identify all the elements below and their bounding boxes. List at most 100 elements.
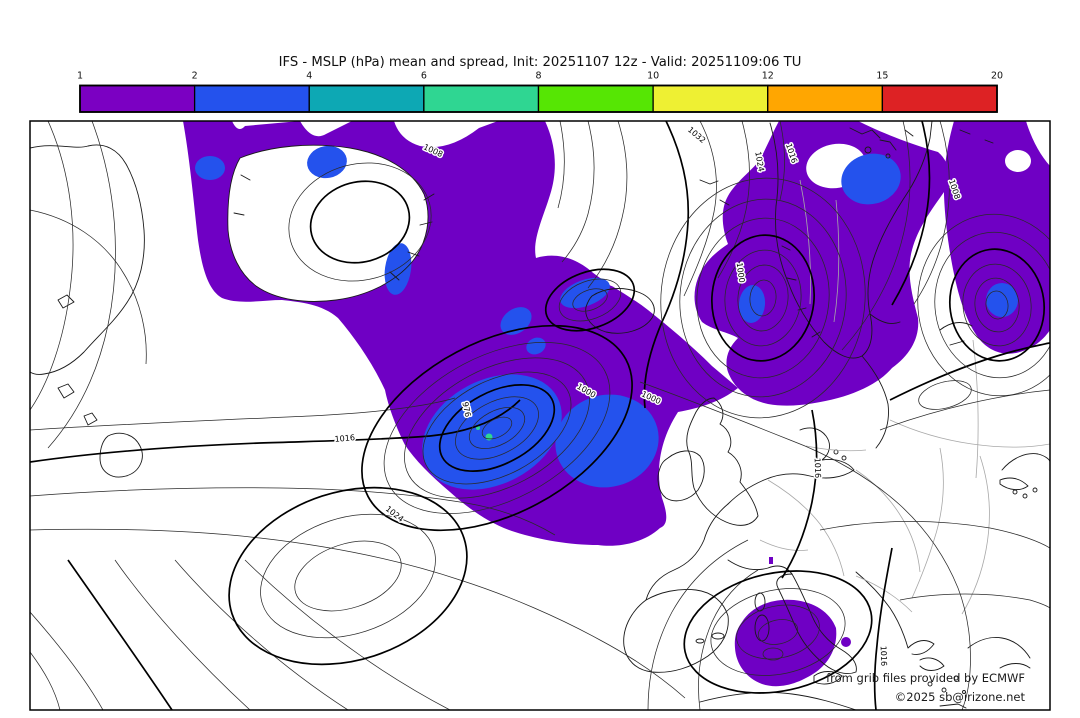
coastline [849,127,994,151]
contour-label-1016: 1016 [879,646,889,667]
country-border [799,179,840,323]
coastline [727,427,855,505]
coastline [962,690,966,694]
country-borders [759,179,1050,615]
isobar-ring [711,234,815,362]
colorbar-tick-4: 4 [306,71,312,82]
country-border [961,455,990,615]
coastline [227,144,429,302]
colorbar-segment-8-10 [537,84,654,113]
spread-region-2-4 [307,145,347,179]
coastline [999,453,1050,491]
isobar-ring [481,416,513,440]
coastline [953,675,959,681]
coastline [967,637,1031,669]
isobar-line [244,559,451,710]
isobar-ring [288,162,432,282]
isobar-ring [962,263,1032,347]
isobar-line [30,399,521,463]
spread-region-2-4 [560,277,610,309]
colorbar-segment-4-6 [308,84,425,113]
coastline [864,146,872,154]
isobar-line [67,559,173,710]
isobar-ring [683,570,873,694]
isobar-ring [934,231,1050,379]
isobar-line [879,389,1050,431]
isobar-line [891,121,931,306]
spread-region-2-4 [841,153,901,205]
isobar-line [174,559,349,710]
colorbar-tick-6: 6 [421,71,427,82]
colorbar-segment-1-2 [79,84,196,113]
coastline [841,455,847,461]
isobar-ring [468,407,526,449]
coastline [99,432,143,478]
coastline [30,144,145,375]
isobar-line [779,121,785,201]
isobar-ring [558,278,622,322]
spread-region-1-2 [841,637,851,647]
coastline [941,687,947,693]
coastline [711,632,725,640]
coastline [1022,493,1028,499]
isobar-ring [309,180,411,264]
isobar-ring [294,540,402,612]
isobar-line [698,569,759,710]
isobar-ring [724,249,802,347]
spread-region-2-4 [384,243,412,295]
isobar-line [557,121,565,209]
spread-region-2-4 [195,156,225,180]
isobar-ring [974,277,1020,333]
coastline [695,638,705,644]
spread-region-1-2 [769,557,773,564]
spread-region-2-4 [738,285,766,323]
colorbar-tick-12: 12 [762,71,774,82]
spread-region-4-6 [476,426,480,430]
isobar-line [639,381,971,710]
isobar-line [561,121,595,263]
isobar-line [647,539,749,710]
coastline [699,179,973,346]
spread-region-4-6 [485,433,493,441]
isobar-ring [361,324,633,532]
isobar-ring [660,177,866,419]
isobar-ring [544,268,636,332]
contour-label-1016: 1016 [813,458,823,479]
isobar-ring [736,604,820,660]
isobar-line [683,121,717,297]
coastline [233,174,435,281]
spread-region-1-2 [943,121,1050,354]
colorbar-segment-15-20 [881,84,998,113]
coastline [1032,487,1038,493]
coastline [776,573,857,675]
coastline [885,153,891,159]
isobar-ring-systems [228,162,1050,694]
colorbar-tick-15: 15 [876,71,888,82]
isobar-line [47,121,116,449]
attribution-ecmwf: from grib files provided by ECMWF [826,671,1025,685]
colorbar-tick-8: 8 [535,71,541,82]
colorbar-tick-1: 1 [77,71,83,82]
colorbar-segment-12-15 [767,84,884,113]
coastline [861,313,901,449]
isobar-ring [228,486,468,666]
isobar-ring [918,380,972,410]
isobar-ring [422,371,572,485]
coastline [623,589,729,673]
isobar-line [873,547,893,710]
map-frame [29,120,1051,711]
coastline [57,294,98,426]
spread-region-1-2 [820,647,826,653]
isobar-ring [572,288,608,312]
colorbar-tick-20: 20 [991,71,1003,82]
isobar-line [781,409,818,579]
isobar-line [889,342,1050,401]
country-border [855,469,921,573]
fill-hole [227,145,428,302]
isobar-line [30,528,686,699]
attribution-copyright: ©2025 sb@irizone.net [895,690,1026,704]
coastline [781,245,821,338]
